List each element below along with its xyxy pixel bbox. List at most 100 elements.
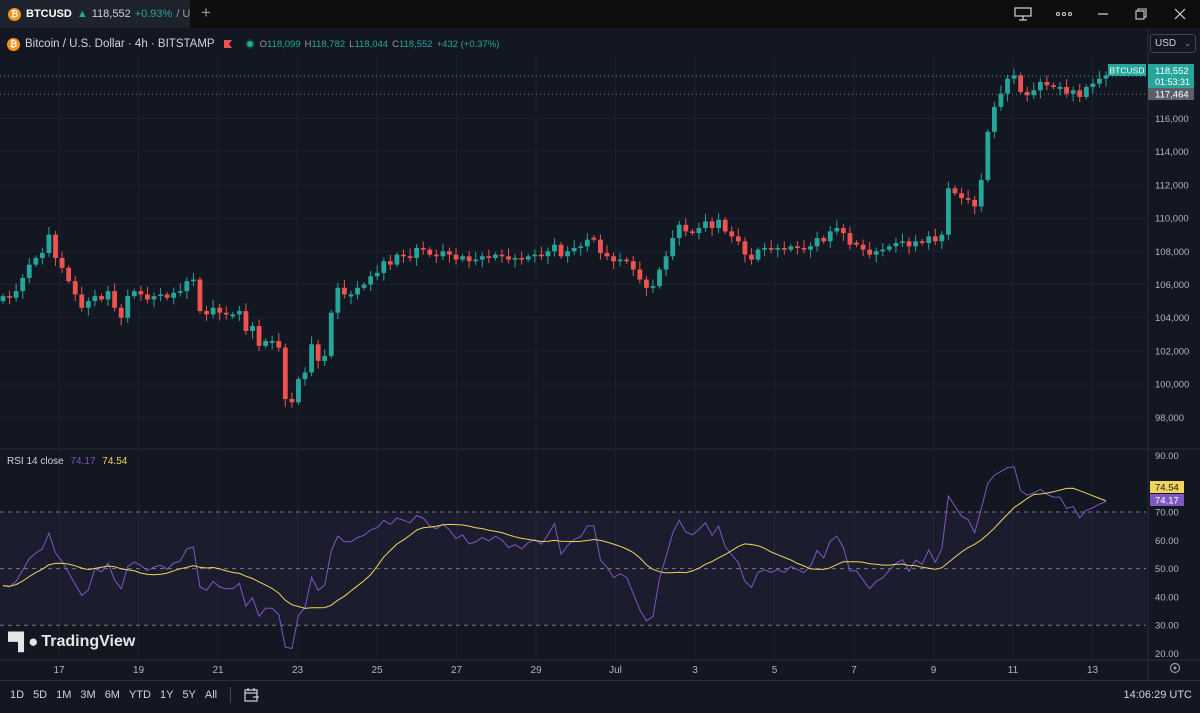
price-axis-label: 106,000 [1155,280,1189,291]
candle-body [387,261,393,265]
range-1d[interactable]: 1D [10,689,25,701]
candle-body [900,241,905,243]
layout-icon[interactable] [1003,0,1043,28]
range-5y[interactable]: 5Y [182,689,196,701]
candle-body [0,296,6,302]
candle-body [348,294,354,297]
candle-body [991,106,997,132]
candle-body [617,259,623,262]
candle-body [893,243,899,247]
range-5d[interactable]: 5D [33,689,48,701]
watermark-text: TradingView [41,633,136,650]
candle-body [1031,90,1037,96]
range-ytd[interactable]: YTD [128,689,151,701]
rsi-ma-value: 74.54 [102,456,128,467]
candle-body [131,291,137,297]
flag-icon[interactable] [223,39,233,49]
candle-body [512,257,518,260]
rsi-ma-tag: 74.54 [1155,483,1179,494]
candle-body [177,291,183,293]
candle-body [965,198,971,200]
candle-body [72,281,78,295]
tradingview-logo[interactable]: ▀▌● TradingView [8,632,135,652]
browser-tab[interactable]: ₿ BTCUSD ▲ 118,552 +0.93% / Unc [0,0,190,28]
tab-price: 118,552 [91,8,131,20]
candle-body [250,326,255,331]
candle-body [99,296,104,300]
time-axis-label: 23 [292,665,304,676]
candle-body [190,279,196,282]
candle-body [762,247,767,250]
candle-body [663,256,669,270]
candle-body [880,249,886,252]
range-3m[interactable]: 3M [80,689,96,701]
restore-icon[interactable] [1121,0,1161,28]
symbol-title[interactable]: Bitcoin / U.S. Dollar · 4h · BITSTAMP [25,38,215,50]
candle-body [827,231,833,242]
rsi-axis-label: 70.00 [1155,508,1179,519]
countdown-tag: 01:53:31 [1155,77,1190,87]
candle-body [309,344,314,373]
range-1m[interactable]: 1M [56,689,72,701]
rsi-axis-label: 60.00 [1155,536,1179,547]
candle-body [624,259,630,262]
candle-body [689,231,695,234]
time-axis-label: 9 [931,665,937,676]
candle-body [519,257,525,260]
hline-tag: 117,464 [1155,90,1189,101]
candle-body [151,296,157,300]
utc-clock[interactable]: 14:06:29 UTC [1123,689,1192,701]
candle-body [499,254,505,257]
range-all[interactable]: All [204,689,218,701]
candle-body [105,291,111,300]
candle-body [972,199,978,207]
candle-body [184,281,190,292]
rsi-ma-tag-bg [1150,481,1184,493]
candle-body [1018,75,1024,92]
candle-body [578,246,584,248]
candle-body [584,239,590,247]
tab-change: +0.93% [134,8,173,20]
time-axis-label: 27 [451,665,463,676]
candle-body [735,236,741,242]
more-options-icon[interactable] [1044,0,1084,28]
bottom-toolbar: 1D 5D 1M 3M 6M YTD 1Y 5Y All 14:06:29 UT… [0,680,1200,709]
currency-select[interactable]: USD ⌄ [1150,34,1196,53]
candle-body [998,93,1004,107]
candle-body [447,251,452,255]
price-axis-label: 116,000 [1155,114,1189,125]
tab-symbol: BTCUSD [26,8,72,20]
time-axis-label: 3 [692,665,698,676]
candle-body [814,238,820,247]
title-bar: ₿ BTCUSD ▲ 118,552 +0.93% / Unc + [0,0,1200,28]
calendar-icon[interactable] [243,687,260,703]
candle-body [591,237,597,240]
candle-body [821,238,827,242]
candle-body [466,256,472,262]
symbol-tag-bg [1108,64,1146,76]
rsi-label[interactable]: RSI 14 close [7,456,64,467]
bitcoin-icon: ₿ [8,7,21,21]
range-1y[interactable]: 1Y [159,689,174,701]
candle-body [834,228,840,232]
last-price-tag: 118,552 [1155,66,1189,77]
candle-body [919,241,925,243]
candle-body [276,340,282,348]
minimize-icon[interactable] [1083,0,1123,28]
symbol-legend: ₿ Bitcoin / U.S. Dollar · 4h · BITSTAMP … [7,36,503,52]
close-icon[interactable] [1160,0,1200,28]
rsi-line [2,466,1107,650]
candle-body [289,399,295,403]
candle-body [1103,75,1109,79]
range-6m[interactable]: 6M [104,689,120,701]
candle-body [256,326,262,346]
candle-body [630,261,636,270]
new-tab-button[interactable]: + [201,3,211,22]
price-axis-label: 102,000 [1155,346,1189,357]
candle-body [558,244,564,257]
candle-body [158,294,163,297]
time-axis-label: 17 [53,665,65,676]
price-axis-label: 114,000 [1155,147,1189,158]
candle-body [335,287,341,313]
